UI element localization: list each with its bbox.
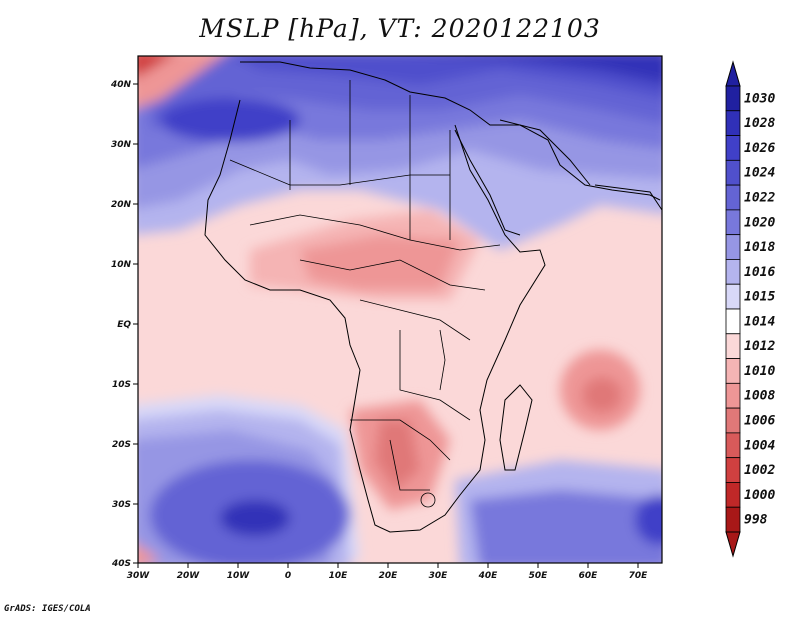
southern-africa-borders: [350, 419, 451, 491]
colorbar-label: 1015: [744, 290, 775, 305]
lon-tick-label: 20W: [177, 571, 201, 581]
colorbar-swatch: [725, 457, 741, 483]
colorbar-swatch: [725, 358, 741, 384]
colorbar-label: 1000: [744, 488, 775, 503]
colorbar-label: 1024: [744, 166, 775, 181]
north-high-core: [464, 56, 662, 84]
colorbar-arrow-top: [725, 60, 741, 87]
colorbar-label: 1022: [744, 191, 775, 206]
south-indian-band-1020: [470, 490, 662, 563]
lon-tick-label: 20E: [379, 571, 399, 581]
lat-tick-label: EQ: [117, 320, 131, 330]
colorbar-label: 1010: [744, 364, 775, 379]
latitude-axis: 40N 30N 20N 10N EQ 10S 20S 30S 40S: [110, 80, 138, 569]
colorbar-swatch: [725, 135, 741, 161]
colorbar: 1030 1028 1026 1024 1022 1020 1018 1016 1015 1014…: [725, 60, 775, 558]
north-africa-borders: [289, 80, 451, 240]
colorbar-swatch: [725, 283, 741, 310]
lat-tick-label: 40N: [110, 80, 132, 90]
lesotho-outline: [420, 492, 436, 508]
colorbar-swatch: [725, 85, 741, 112]
southwest-low: [138, 545, 160, 563]
colorbar-swatch: [725, 382, 741, 409]
northwest-low-core: [138, 56, 171, 76]
map-frame: [137, 55, 663, 564]
south-atlantic-high-core: [220, 500, 290, 536]
atlantic-high-cell: [160, 98, 300, 142]
colorbar-swatch: [725, 110, 741, 136]
software-credit: GrADS: IGES/COLA: [4, 604, 91, 614]
madagascar-coast: [499, 384, 533, 471]
colorbar-label: 1002: [744, 463, 775, 478]
colorbar-label: 1030: [744, 91, 775, 106]
african-coastline: [204, 99, 546, 533]
country-borders: [229, 80, 501, 508]
colorbar-label: 1014: [744, 314, 775, 329]
colorbar-label: 998: [744, 513, 768, 528]
pressure-field: [138, 56, 662, 563]
colorbar-swatch: [725, 209, 741, 236]
lat-tick-label: 40S: [111, 559, 131, 569]
colorbar-label: 1018: [744, 240, 775, 255]
colorbar-swatch: [725, 308, 741, 335]
equatorial-borders: [359, 299, 471, 421]
sahara-border: [229, 159, 450, 186]
gulf-coast: [594, 184, 662, 211]
lat-tick-label: 10N: [111, 260, 132, 270]
colorbar-label: 1016: [744, 265, 775, 280]
colorbar-swatch: [725, 333, 741, 359]
colorbar-arrow-bottom: [725, 531, 741, 558]
lon-tick-label: 40E: [478, 571, 499, 581]
colorbar-swatch: [725, 234, 741, 260]
central-africa-border: [299, 259, 486, 291]
lon-tick-label: 30E: [429, 571, 449, 581]
lat-tick-label: 30N: [111, 140, 132, 150]
colorbar-label: 1026: [744, 141, 775, 156]
lon-tick-label: 70E: [629, 571, 649, 581]
lon-tick-label: 60E: [579, 571, 599, 581]
red-sea-coast: [454, 129, 521, 236]
lon-tick-label: 10E: [329, 571, 349, 581]
colorbar-swatch: [725, 407, 741, 434]
colorbar-swatch: [725, 482, 741, 508]
indian-ocean-low-core: [582, 377, 622, 413]
colorbar-swatch: [725, 259, 741, 285]
lon-tick-label: 30W: [127, 571, 151, 581]
lon-tick-label: 50E: [529, 571, 549, 581]
kalahari-low-core: [375, 420, 420, 490]
lon-tick-label: 0: [285, 571, 291, 581]
colorbar-label: 1028: [744, 116, 775, 131]
northwest-low: [138, 56, 222, 108]
arabian-coast: [499, 119, 591, 186]
lat-tick-label: 30S: [112, 500, 131, 510]
colorbar-label: 1012: [744, 339, 775, 354]
coastlines: [204, 61, 662, 533]
north-high-band-1024: [232, 56, 662, 99]
colorbar-swatch: [725, 184, 741, 211]
rift-lakes: [439, 329, 446, 391]
colorbar-swatch: [725, 506, 741, 533]
colorbar-swatch: [725, 159, 741, 186]
lon-tick-label: 10W: [227, 571, 251, 581]
lat-tick-label: 20N: [111, 200, 132, 210]
lat-tick-label: 10S: [112, 380, 131, 390]
tropical-low-core: [300, 235, 460, 290]
sahel-border: [249, 214, 501, 251]
map-title: MSLP [hPa], VT: 2020122103: [199, 14, 601, 43]
longitude-axis: 30W 20W 10W 0 10E 20E 30E 40E 50E 60E 70…: [127, 563, 648, 581]
colorbar-label: 1020: [744, 215, 775, 230]
colorbar-label: 1006: [744, 414, 775, 429]
colorbar-label: 1004: [744, 438, 775, 453]
mediterranean-coast: [240, 61, 661, 201]
lat-tick-label: 20S: [112, 440, 131, 450]
south-indian-high-core: [635, 495, 662, 545]
colorbar-label: 1008: [744, 389, 775, 404]
colorbar-swatch: [725, 432, 741, 459]
